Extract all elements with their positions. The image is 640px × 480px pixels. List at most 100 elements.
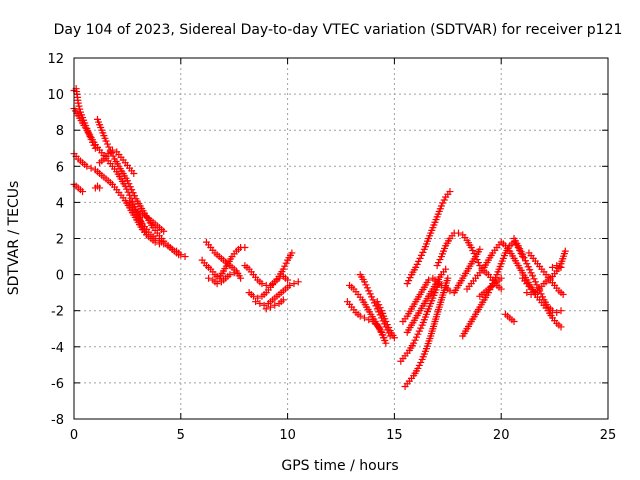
- data-point-marker: [177, 251, 185, 259]
- data-point-marker: [129, 189, 137, 197]
- data-point-marker: [126, 183, 134, 191]
- data-point-marker: [533, 281, 541, 289]
- data-point-marker: [390, 334, 398, 342]
- data-point-marker: [74, 99, 82, 107]
- data-point-marker: [108, 146, 116, 154]
- data-point-marker: [531, 278, 539, 286]
- data-point-marker: [294, 278, 302, 286]
- data-point-marker: [406, 274, 414, 282]
- data-point-marker: [517, 248, 525, 256]
- data-point-marker: [103, 140, 111, 148]
- data-point-marker: [474, 259, 482, 267]
- x-axis-label: GPS time / hours: [281, 458, 398, 474]
- data-point-marker: [249, 292, 257, 300]
- data-point-marker: [454, 229, 462, 237]
- data-point-marker: [284, 276, 292, 284]
- data-point-marker: [75, 102, 83, 110]
- data-point-marker: [414, 330, 422, 338]
- data-point-marker: [440, 196, 448, 204]
- data-point-marker: [375, 325, 383, 333]
- data-point-marker: [415, 327, 423, 335]
- data-point-marker: [412, 333, 420, 341]
- data-point-marker: [417, 324, 425, 332]
- x-tick-label: 15: [386, 428, 403, 443]
- data-point-marker: [382, 339, 390, 347]
- data-point-marker: [290, 280, 298, 288]
- x-tick-label: 20: [493, 428, 510, 443]
- data-point-marker: [279, 265, 287, 273]
- data-point-marker: [151, 235, 159, 242]
- data-point-marker: [519, 251, 527, 259]
- data-point-marker: [530, 275, 538, 283]
- data-point-marker: [213, 280, 221, 288]
- data-point-marker: [534, 284, 542, 292]
- data-point-marker: [286, 281, 294, 289]
- plot-area-frame: [73, 57, 609, 420]
- data-point-marker: [526, 266, 534, 274]
- data-point-marker: [160, 240, 168, 248]
- data-point-marker: [446, 287, 454, 295]
- data-point-marker: [469, 247, 477, 255]
- data-point-marker: [356, 312, 364, 320]
- data-point-marker: [414, 364, 422, 372]
- data-point-marker: [413, 260, 421, 268]
- data-point-marker: [425, 276, 433, 284]
- y-tick-label: -8: [51, 413, 64, 428]
- data-point-marker: [79, 188, 87, 196]
- data-point-marker: [363, 284, 371, 292]
- data-point-marker: [416, 254, 424, 262]
- data-point-marker: [365, 287, 373, 295]
- data-point-marker: [282, 259, 290, 267]
- y-tick-label: -2: [51, 305, 64, 320]
- y-tick-label: 10: [47, 88, 64, 103]
- data-point-marker: [360, 278, 368, 286]
- data-point-marker: [527, 269, 535, 277]
- data-point-marker: [524, 263, 532, 271]
- data-point-marker: [433, 262, 441, 270]
- data-point-marker: [360, 314, 368, 322]
- data-point-marker: [362, 281, 370, 289]
- data-point-marker: [405, 277, 413, 285]
- grid-lines: [74, 58, 608, 419]
- data-point-marker: [226, 271, 234, 279]
- data-point-marker: [131, 192, 139, 200]
- data-point-marker: [411, 336, 419, 344]
- data-point-marker: [403, 280, 411, 288]
- data-point-marker: [262, 305, 270, 313]
- x-tick-label: 0: [70, 428, 78, 443]
- data-point-marker: [168, 245, 176, 253]
- data-point-marker: [410, 339, 418, 347]
- data-point-marker: [254, 294, 262, 302]
- data-point-marker: [130, 170, 138, 178]
- data-point-marker: [83, 162, 91, 170]
- data-point-marker: [375, 301, 383, 309]
- data-point-marker: [160, 227, 168, 235]
- data-point-marker: [205, 274, 213, 282]
- data-point-marker: [76, 105, 84, 113]
- chart-title: Day 104 of 2023, Sidereal Day-to-day VTE…: [54, 22, 623, 38]
- data-point-marker: [281, 262, 289, 270]
- data-point-marker: [369, 296, 377, 304]
- data-point-marker: [548, 263, 556, 271]
- data-point-marker: [497, 285, 505, 293]
- data-point-marker: [121, 182, 129, 190]
- y-tick-label: 0: [56, 269, 64, 284]
- data-point-marker: [108, 149, 116, 157]
- data-point-marker: [497, 274, 505, 282]
- data-point-marker: [442, 265, 450, 273]
- data-point-marker: [527, 290, 535, 298]
- data-point-marker: [237, 274, 245, 282]
- data-point-marker: [230, 269, 238, 277]
- data-point-marker: [559, 290, 567, 298]
- data-point-marker: [510, 318, 518, 326]
- data-point-marker: [516, 245, 524, 253]
- data-point-marker: [412, 263, 420, 271]
- data-point-marker: [467, 244, 475, 252]
- data-point-marker: [109, 152, 117, 160]
- y-tick-label: 8: [56, 124, 64, 139]
- data-point-marker: [275, 274, 283, 282]
- data-point-marker: [181, 253, 189, 261]
- data-point-marker: [126, 191, 134, 199]
- data-point-marker: [256, 299, 264, 307]
